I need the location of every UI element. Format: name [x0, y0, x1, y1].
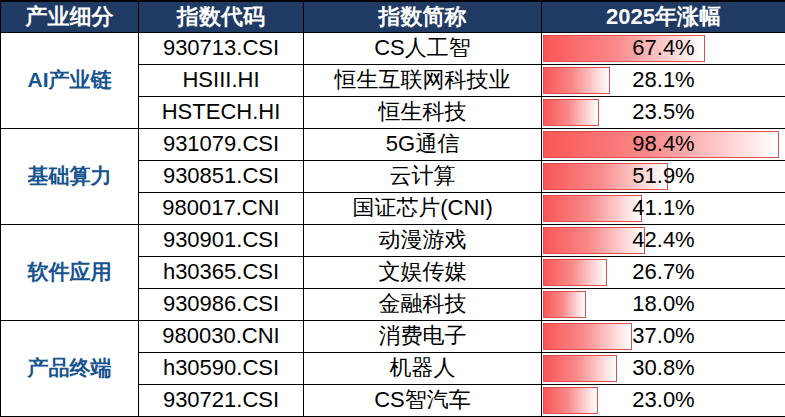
change-cell: 41.1%: [542, 192, 785, 224]
data-bar: [543, 99, 599, 126]
change-value: 26.7%: [632, 259, 694, 284]
table-row: 软件应用930901.CSI动漫游戏42.4%: [1, 224, 785, 256]
index-name-cell: 消费电子: [304, 320, 542, 352]
table-row: 产品终端980030.CNI消费电子37.0%: [1, 320, 785, 352]
index-name-cell: 国证芯片(CNI): [304, 192, 542, 224]
header-row: 产业细分 指数代码 指数简称 2025年涨幅: [1, 1, 785, 32]
change-value: 23.0%: [632, 387, 694, 412]
index-code-cell: 930986.CSI: [139, 288, 304, 320]
change-cell: 42.4%: [542, 224, 785, 256]
table-row: AI产业链930713.CSICS人工智67.4%: [1, 32, 785, 64]
category-cell: AI产业链: [1, 32, 139, 128]
change-cell: 23.5%: [542, 96, 785, 128]
index-code-cell: 931079.CSI: [139, 128, 304, 160]
index-code-cell: HSIII.HI: [139, 64, 304, 96]
table-body: AI产业链930713.CSICS人工智 67.4% HSIII.HI恒生互联网科技…: [1, 32, 785, 417]
index-name-cell: 5G通信: [304, 128, 542, 160]
index-name-cell: CS人工智: [304, 32, 542, 64]
index-code-cell: 930901.CSI: [139, 224, 304, 256]
data-bar: [543, 259, 607, 286]
change-cell: 30.8%: [542, 352, 785, 384]
index-code-cell: 980030.CNI: [139, 320, 304, 352]
category-cell: 产品终端: [1, 320, 139, 416]
data-bar: [543, 323, 632, 350]
index-name-cell: 动漫游戏: [304, 224, 542, 256]
index-code-cell: HSTECH.HI: [139, 96, 304, 128]
index-name-cell: 恒生科技: [304, 96, 542, 128]
header-index-name: 指数简称: [304, 1, 542, 32]
index-code-cell: 930851.CSI: [139, 160, 304, 192]
index-code-cell: h30590.CSI: [139, 352, 304, 384]
change-cell: 37.0%: [542, 320, 785, 352]
change-value: 18.0%: [632, 291, 694, 316]
table-row: 基础算力931079.CSI5G通信98.4%: [1, 128, 785, 160]
change-cell: 26.7%: [542, 256, 785, 288]
change-cell: 51.9%: [542, 160, 785, 192]
change-value: 42.4%: [632, 227, 694, 252]
category-cell: 软件应用: [1, 224, 139, 320]
data-bar: [543, 291, 586, 318]
data-bar: [543, 195, 642, 222]
category-cell: 基础算力: [1, 128, 139, 224]
index-code-cell: 980017.CNI: [139, 192, 304, 224]
change-value: 67.4%: [632, 35, 694, 60]
data-bar: [543, 355, 617, 382]
change-value: 98.4%: [632, 131, 694, 156]
change-value: 51.9%: [632, 163, 694, 188]
index-name-cell: 金融科技: [304, 288, 542, 320]
index-performance-table: 产业细分 指数代码 指数简称 2025年涨幅 AI产业链930713.CSICS…: [0, 0, 785, 417]
change-value: 30.8%: [632, 355, 694, 380]
data-bar: [543, 387, 598, 414]
index-name-cell: 文娱传媒: [304, 256, 542, 288]
change-value: 41.1%: [632, 195, 694, 220]
data-bar: [543, 227, 645, 254]
index-code-cell: h30365.CSI: [139, 256, 304, 288]
change-cell: 98.4%: [542, 128, 785, 160]
index-code-cell: 930721.CSI: [139, 384, 304, 416]
change-value: 37.0%: [632, 323, 694, 348]
change-cell: 23.0%: [542, 384, 785, 416]
change-value: 23.5%: [632, 99, 694, 124]
change-cell: 28.1%: [542, 64, 785, 96]
change-cell: 18.0%: [542, 288, 785, 320]
data-bar: [543, 67, 610, 94]
index-name-cell: 云计算: [304, 160, 542, 192]
index-name-cell: 恒生互联网科技业: [304, 64, 542, 96]
change-value: 28.1%: [632, 67, 694, 92]
header-2025-change: 2025年涨幅: [542, 1, 785, 32]
index-name-cell: 机器人: [304, 352, 542, 384]
index-code-cell: 930713.CSI: [139, 32, 304, 64]
index-name-cell: CS智汽车: [304, 384, 542, 416]
header-industry-segment: 产业细分: [1, 1, 139, 32]
header-index-code: 指数代码: [139, 1, 304, 32]
change-cell: 67.4%: [542, 32, 785, 64]
